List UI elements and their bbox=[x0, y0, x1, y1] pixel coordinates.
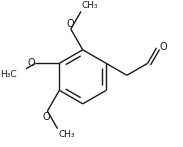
Text: O: O bbox=[66, 19, 74, 29]
Text: O: O bbox=[27, 58, 35, 68]
Text: H₃C: H₃C bbox=[0, 70, 16, 79]
Text: CH₃: CH₃ bbox=[82, 1, 98, 10]
Text: O: O bbox=[159, 42, 167, 52]
Text: O: O bbox=[43, 112, 51, 122]
Text: CH₃: CH₃ bbox=[58, 130, 75, 139]
